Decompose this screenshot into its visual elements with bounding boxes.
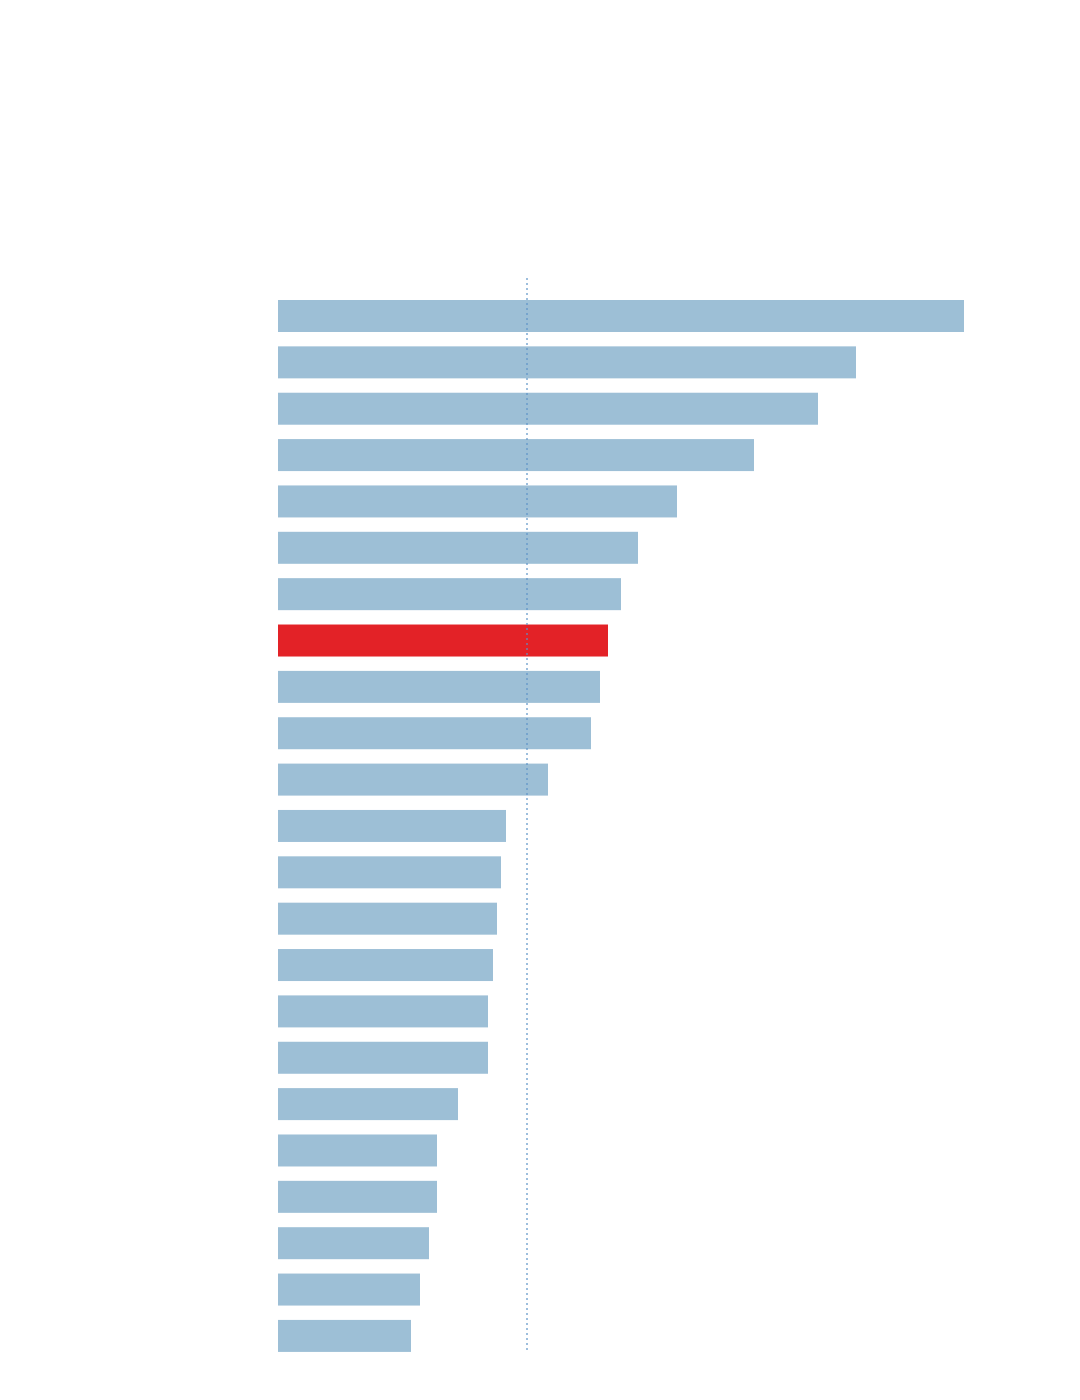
bar <box>278 1180 437 1213</box>
bar <box>278 809 506 842</box>
bar <box>278 1227 429 1260</box>
bar <box>278 531 638 564</box>
bar <box>278 1319 411 1352</box>
bar <box>278 485 677 518</box>
bar <box>278 717 591 750</box>
bar <box>278 670 600 703</box>
bar <box>278 1134 437 1167</box>
bar <box>278 1041 488 1074</box>
bar <box>278 1273 420 1306</box>
bar <box>278 624 608 657</box>
bar <box>278 763 548 796</box>
bar <box>278 392 818 425</box>
bar <box>278 902 497 935</box>
bar <box>278 346 856 379</box>
bar <box>278 856 501 889</box>
bar <box>278 1088 458 1121</box>
bar <box>278 949 493 982</box>
bar <box>278 300 964 332</box>
bar <box>278 578 621 611</box>
bar <box>278 439 754 472</box>
bar <box>278 995 488 1028</box>
